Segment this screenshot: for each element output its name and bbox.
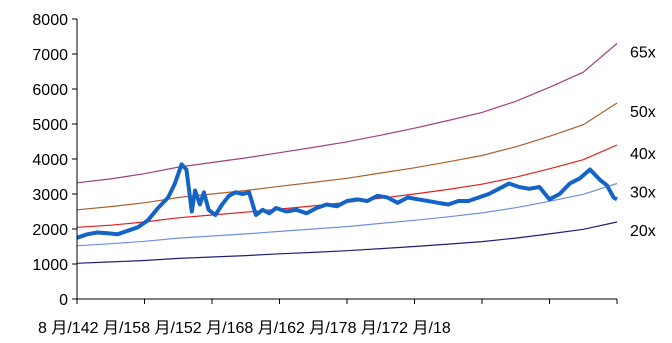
band-line-20x	[76, 221, 618, 264]
y-tick-label: 7000	[32, 47, 68, 64]
band-label-65x: 65x	[630, 45, 656, 62]
index-series-line	[76, 162, 618, 240]
y-tick-label: 5000	[32, 117, 68, 134]
x-tick-label: 2 月/18	[399, 320, 451, 337]
x-tick-label: 8 月/15	[141, 320, 193, 337]
x-tick-label: 2 月/15	[90, 320, 142, 337]
y-tick-label: 6000	[32, 82, 68, 99]
y-tick-label: 8000	[32, 12, 68, 29]
x-tick-labels: 8 月/142 月/158 月/152 月/168 月/162 月/178 月/…	[38, 320, 451, 337]
y-tick-label: 1000	[32, 257, 68, 274]
x-tick-label: 8 月/14	[38, 320, 90, 337]
band-label-40x: 40x	[630, 146, 656, 163]
axes-layer	[72, 18, 618, 304]
x-tick-label: 2 月/17	[296, 320, 348, 337]
y-tick-label: 4000	[32, 152, 68, 169]
y-tick-label: 3000	[32, 187, 68, 204]
band-label-30x: 30x	[630, 185, 656, 202]
series-layer	[76, 43, 618, 264]
band-label-20x: 20x	[630, 223, 656, 240]
band-line-30x	[76, 182, 618, 247]
band-label-50x: 50x	[630, 104, 656, 121]
band-line-50x	[76, 102, 618, 211]
band-line-65x	[76, 43, 618, 184]
y-tick-label: 0	[59, 292, 68, 309]
x-tick-label: 8 月/17	[348, 320, 400, 337]
x-tick-label: 2 月/16	[193, 320, 245, 337]
labels-layer: 20x 30x 40x 50x 65x 0 1000 2000 3000 4000 5000 6000…	[32, 12, 655, 337]
x-tick-label: 8 月/16	[244, 320, 296, 337]
y-tick-label: 2000	[32, 222, 68, 239]
